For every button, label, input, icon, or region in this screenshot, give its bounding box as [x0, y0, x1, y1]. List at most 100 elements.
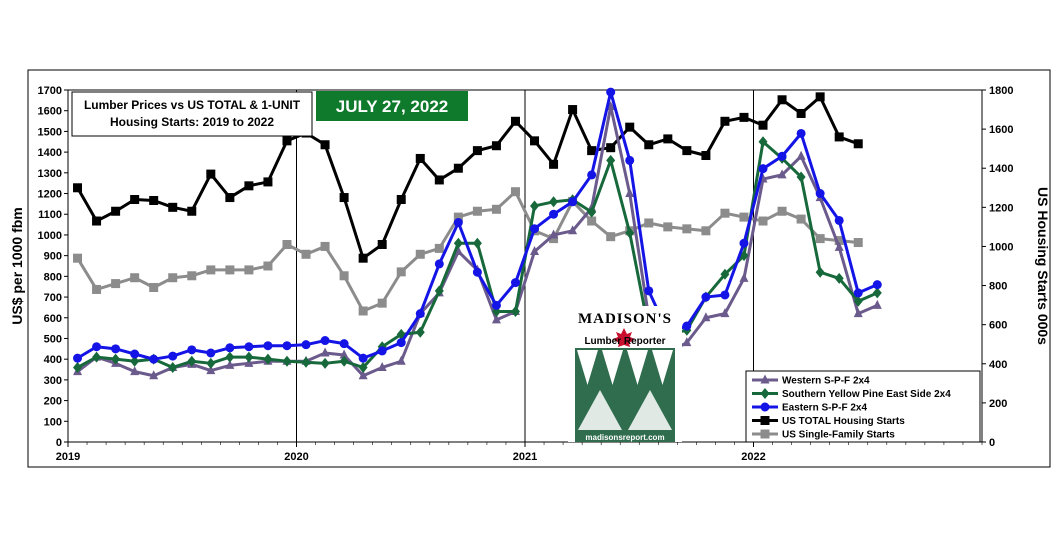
left-tick-label: 1200	[38, 189, 62, 201]
data-point	[853, 295, 863, 307]
data-point	[510, 306, 520, 318]
data-point	[530, 200, 540, 212]
data-point	[73, 253, 83, 263]
data-point	[663, 134, 673, 144]
data-point	[377, 239, 387, 249]
data-point	[339, 193, 349, 203]
left-tick-label: 1300	[38, 168, 62, 180]
data-point	[244, 342, 254, 352]
data-point	[472, 146, 482, 156]
data-point	[320, 336, 330, 346]
data-point	[415, 326, 425, 338]
series-southern-yellow-pine-east-side-2x4	[73, 136, 882, 373]
data-point	[149, 354, 159, 364]
data-point	[358, 306, 368, 316]
data-point	[720, 268, 730, 280]
title-box-border	[71, 91, 313, 137]
data-point	[396, 195, 406, 205]
data-point	[796, 171, 806, 183]
data-point	[758, 136, 768, 148]
data-point	[263, 353, 273, 365]
data-point	[453, 218, 463, 228]
data-point	[130, 355, 140, 367]
data-point	[149, 195, 159, 205]
data-point	[434, 243, 444, 253]
left-tick-label: 0	[56, 437, 62, 449]
data-point	[377, 346, 387, 356]
right-tick-label: 800	[989, 281, 1007, 293]
legend-marker	[760, 416, 770, 425]
data-point	[701, 292, 711, 302]
data-point	[549, 209, 559, 219]
data-point	[92, 351, 102, 363]
data-point	[339, 271, 349, 281]
data-point	[777, 169, 787, 179]
legend-label: Western S-P-F 2x4	[782, 376, 870, 387]
data-point	[606, 232, 616, 242]
data-point	[282, 136, 292, 146]
data-point	[320, 140, 330, 150]
data-point	[530, 224, 540, 234]
data-point	[130, 349, 140, 359]
data-point	[130, 195, 140, 205]
legend-box	[745, 370, 981, 443]
data-point	[644, 286, 654, 296]
series-eastern-s-p-f-2x4	[73, 87, 882, 364]
data-point	[796, 214, 806, 224]
data-point	[815, 266, 825, 278]
data-point	[587, 216, 597, 226]
series-layer	[73, 87, 882, 380]
data-point	[282, 355, 292, 367]
data-point	[206, 365, 216, 375]
data-point	[263, 341, 273, 351]
data-point	[758, 120, 768, 130]
data-point	[530, 136, 540, 146]
data-point	[263, 261, 273, 271]
x-tick-label: 2020	[284, 451, 308, 463]
data-point	[758, 164, 768, 174]
data-point	[130, 273, 140, 283]
data-point	[587, 170, 597, 180]
data-point	[872, 287, 882, 299]
data-point	[339, 339, 349, 349]
x-tick-label: 2019	[56, 451, 80, 463]
data-point	[739, 112, 749, 122]
data-point	[92, 342, 102, 352]
data-point	[396, 267, 406, 277]
data-point	[777, 151, 787, 161]
data-point	[415, 153, 425, 163]
data-point	[701, 312, 711, 322]
right-tick-label: 600	[989, 320, 1007, 332]
left-tick-label: 1000	[38, 230, 62, 242]
chart-title-line-1: Lumber Prices vs US TOTAL & 1-UNIT	[84, 98, 301, 112]
legend-marker	[760, 374, 770, 384]
data-point	[834, 241, 844, 251]
maple-leaf-icon	[613, 328, 635, 347]
data-point	[663, 222, 673, 232]
data-point	[777, 206, 787, 216]
data-point	[339, 355, 349, 367]
legend: Western S-P-F 2x4 Southern Yellow Pine Ea…	[745, 370, 981, 443]
logo-url-bar	[575, 432, 675, 442]
data-point	[73, 361, 83, 373]
legend-item-us-total-housing-starts: US TOTAL Housing Starts	[752, 416, 905, 427]
data-point	[796, 108, 806, 118]
data-point	[396, 355, 406, 365]
logo-subtitle: Lumber Reporter	[584, 336, 665, 347]
data-point	[720, 308, 730, 318]
data-point	[644, 140, 654, 150]
right-axis-title: US Housing Starts 000s	[1035, 187, 1051, 345]
data-point	[301, 249, 311, 259]
data-point	[206, 348, 216, 358]
data-point	[568, 105, 578, 115]
data-point	[777, 95, 787, 105]
data-point	[453, 212, 463, 222]
data-point	[168, 361, 178, 373]
data-point	[187, 206, 197, 216]
data-point	[510, 278, 520, 288]
left-tick-label: 800	[44, 271, 62, 283]
data-point	[187, 345, 197, 355]
data-point	[358, 253, 368, 263]
legend-label: Eastern S-P-F 2x4	[782, 403, 867, 414]
data-point	[111, 279, 121, 289]
